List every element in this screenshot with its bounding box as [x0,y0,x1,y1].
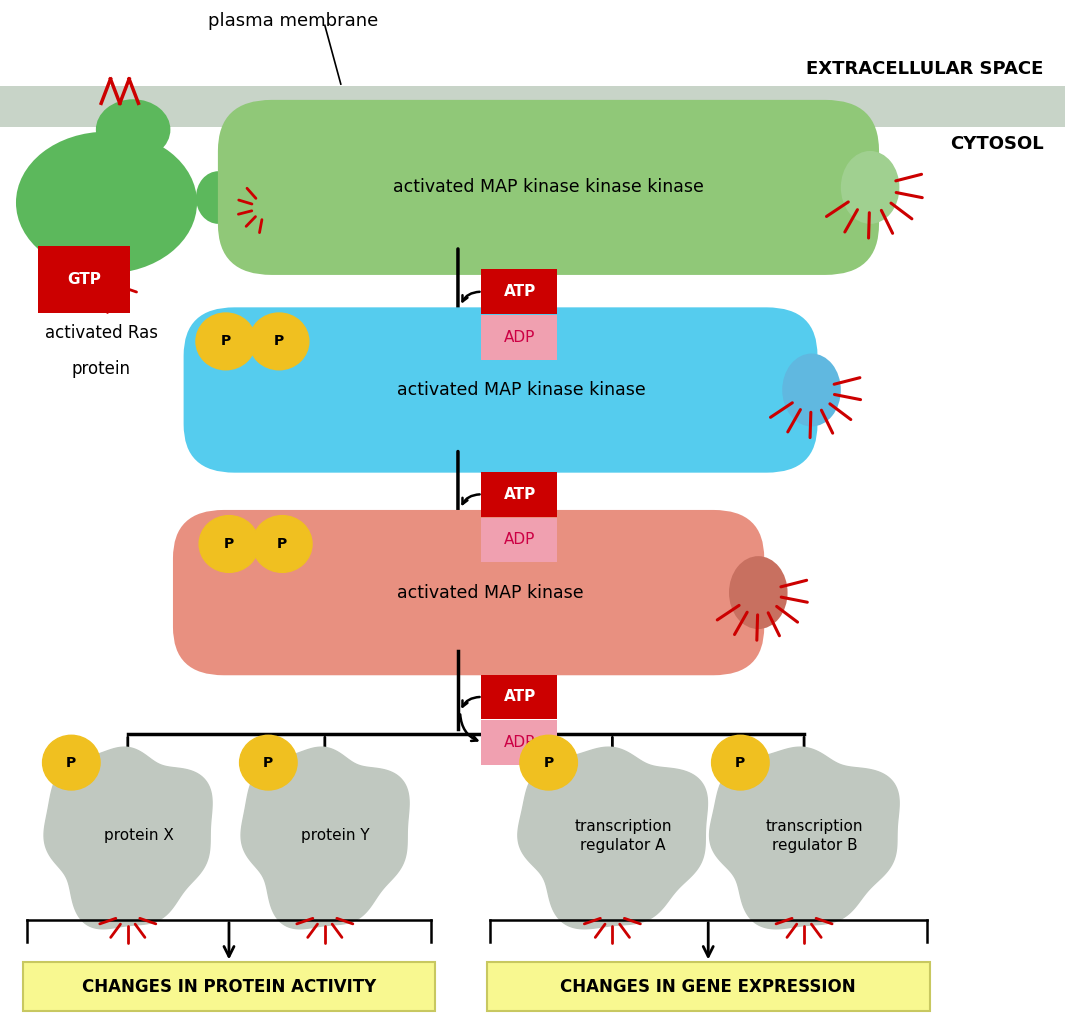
Text: ADP: ADP [504,330,536,344]
FancyBboxPatch shape [481,518,557,562]
Text: activated MAP kinase kinase kinase: activated MAP kinase kinase kinase [393,178,704,197]
FancyBboxPatch shape [481,720,557,765]
FancyBboxPatch shape [38,246,130,313]
Text: P: P [224,537,234,551]
Circle shape [249,313,309,370]
Text: ATP: ATP [504,487,536,501]
Text: P: P [735,756,745,770]
Ellipse shape [16,132,197,274]
Circle shape [252,516,312,572]
FancyBboxPatch shape [0,86,1065,127]
FancyBboxPatch shape [481,315,557,360]
Text: transcription
regulator B: transcription regulator B [766,819,864,853]
FancyBboxPatch shape [481,472,557,517]
Polygon shape [709,748,899,929]
Polygon shape [241,748,409,929]
Text: ADP: ADP [504,533,536,547]
Text: P: P [543,756,554,770]
Text: activated MAP kinase kinase: activated MAP kinase kinase [397,381,646,399]
Polygon shape [44,748,212,929]
Text: protein: protein [71,360,131,378]
Text: P: P [277,537,288,551]
Ellipse shape [728,556,788,629]
Text: P: P [66,756,77,770]
Text: CYTOSOL: CYTOSOL [950,135,1044,153]
Text: P: P [263,756,274,770]
FancyBboxPatch shape [23,962,435,1011]
Text: CHANGES IN GENE EXPRESSION: CHANGES IN GENE EXPRESSION [560,978,856,996]
Text: GTP: GTP [67,272,101,287]
Text: P: P [220,334,231,348]
Circle shape [520,735,577,790]
Text: ATP: ATP [504,285,536,299]
Circle shape [199,516,259,572]
Circle shape [43,735,100,790]
Text: protein Y: protein Y [301,829,370,843]
Ellipse shape [841,151,899,224]
Circle shape [711,735,769,790]
Text: P: P [274,334,284,348]
Text: activated Ras: activated Ras [45,324,158,342]
Ellipse shape [96,99,170,160]
Text: transcription
regulator A: transcription regulator A [574,819,672,853]
Text: CHANGES IN PROTEIN ACTIVITY: CHANGES IN PROTEIN ACTIVITY [82,978,376,996]
FancyBboxPatch shape [481,675,557,719]
Text: protein X: protein X [103,829,174,843]
FancyBboxPatch shape [173,510,765,676]
Text: EXTRACELLULAR SPACE: EXTRACELLULAR SPACE [806,60,1044,78]
Text: plasma membrane: plasma membrane [208,12,378,30]
Text: activated MAP kinase: activated MAP kinase [396,583,584,602]
Text: ADP: ADP [504,735,536,750]
FancyBboxPatch shape [487,962,930,1011]
Ellipse shape [782,354,841,426]
Circle shape [240,735,297,790]
FancyBboxPatch shape [481,269,557,314]
Text: ATP: ATP [504,690,536,704]
FancyBboxPatch shape [183,307,818,473]
Ellipse shape [196,171,241,224]
Polygon shape [518,748,707,929]
FancyBboxPatch shape [218,100,879,275]
Circle shape [196,313,256,370]
